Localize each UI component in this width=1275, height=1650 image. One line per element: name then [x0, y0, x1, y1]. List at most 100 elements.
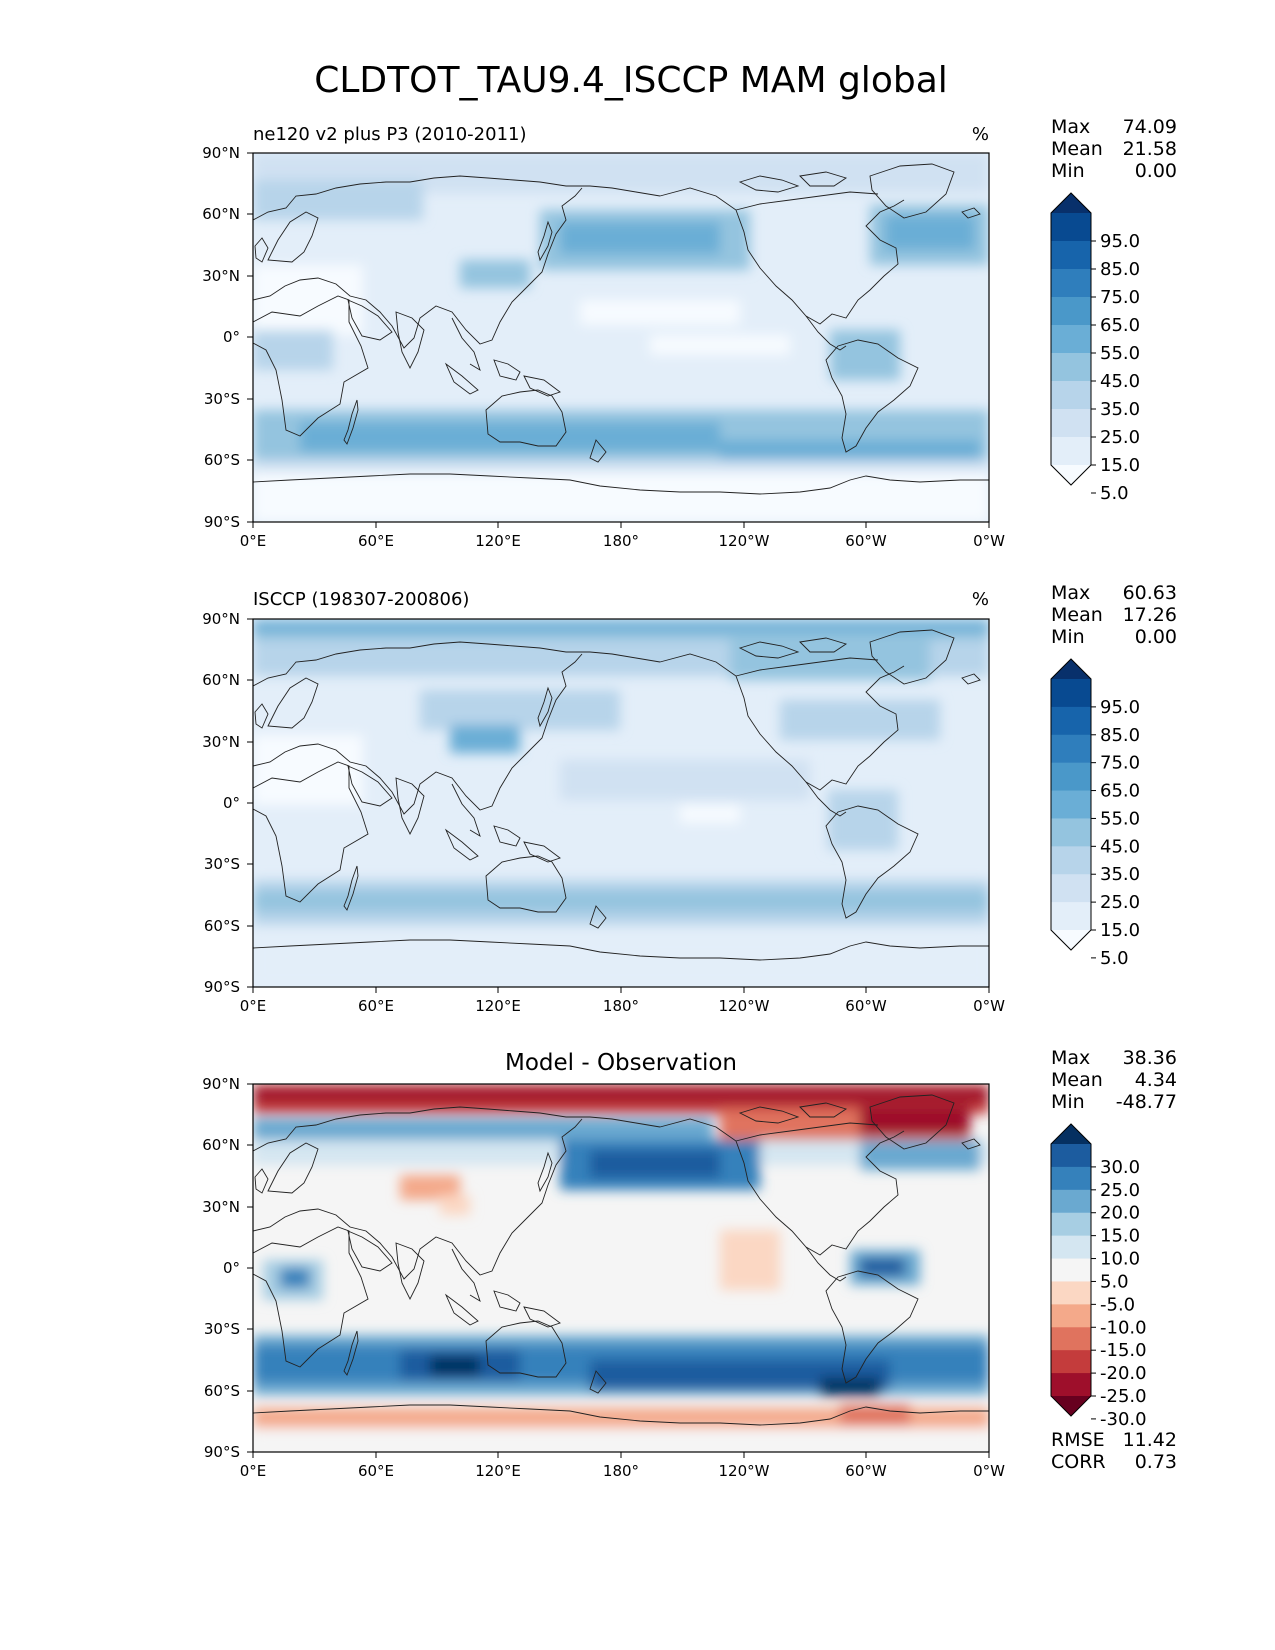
lat-axis: 90°N 60°N 30°N 0° 30°S 60°S 90°S	[202, 144, 253, 531]
lon-tick-label: 0°W	[973, 532, 1005, 550]
colorbar-swatch	[1051, 706, 1091, 736]
lat-tick-label: 30°N	[202, 1198, 240, 1216]
lon-axis: 0°E 60°E 120°E 180° 120°W 60°W 0°W	[240, 1452, 1005, 1480]
colorbar-tick-label: 95.0	[1100, 697, 1140, 718]
colorbar-swatch	[1051, 818, 1091, 847]
panel-model: ne120 v2 plus P3 (2010-2011) %	[202, 116, 1177, 550]
lat-axis: 90°N 60°N 30°N 0° 30°S 60°S 90°S	[202, 1075, 253, 1461]
colorbar-tick-label: 15.0	[1100, 920, 1140, 941]
colorbar-swatch	[1051, 790, 1091, 820]
metric-value: 11.42	[1123, 1429, 1177, 1451]
colorbar-tick-label: 85.0	[1100, 725, 1140, 746]
colorbar: 30.025.020.015.010.05.0-5.0-10.0-15.0-20…	[1050, 1123, 1147, 1430]
stat-value: 21.58	[1123, 138, 1177, 160]
lat-tick-label: 30°S	[204, 1320, 240, 1338]
colorbar-tick-label: -10.0	[1100, 1317, 1147, 1338]
colorbar-swatch	[1051, 269, 1091, 298]
lon-tick-label: 60°W	[845, 532, 887, 550]
panel-units: %	[972, 124, 989, 145]
panel-units: %	[972, 589, 989, 610]
colorbar-extend-bottom	[1051, 930, 1091, 950]
colorbar-tick-label: 5.0	[1100, 1271, 1129, 1292]
colorbar-swatch	[1051, 1166, 1091, 1191]
lat-tick-label: 90°S	[204, 1443, 240, 1461]
colorbar-tick-label: -5.0	[1100, 1294, 1135, 1315]
colorbar-tick-label: -15.0	[1100, 1340, 1147, 1361]
lat-tick-label: 30°N	[202, 267, 240, 285]
panel-left-title: ISCCP (198307-200806)	[253, 589, 469, 610]
colorbar: 95.0 85.0 75.0 65.0 55.0 45.0 35.0 25.0 15.0 5.0	[1050, 658, 1140, 969]
colorbar-tick-label: 85.0	[1100, 259, 1140, 280]
stat-label: Max	[1051, 1047, 1090, 1069]
lon-tick-label: 180°	[603, 1462, 639, 1480]
colorbar-swatch	[1051, 1350, 1091, 1374]
colorbar-tick-label: 30.0	[1100, 1157, 1140, 1178]
colorbar-extend-top	[1051, 1124, 1091, 1144]
stats-block: Max 74.09 Mean 21.58 Min 0.00	[1051, 116, 1177, 182]
colorbar-swatch	[1051, 213, 1091, 242]
colorbar-swatch	[1051, 297, 1091, 326]
colorbar-swatch	[1051, 734, 1091, 764]
colorbar-swatch	[1051, 846, 1091, 875]
colorbar-tick-label: 75.0	[1100, 287, 1140, 308]
lon-tick-label: 180°	[603, 997, 639, 1015]
lon-tick-label: 60°W	[845, 997, 887, 1015]
colorbar-tick-label: -25.0	[1100, 1386, 1147, 1407]
colorbar-swatch	[1051, 325, 1091, 354]
lat-tick-label: 90°N	[202, 144, 240, 162]
stat-label: Mean	[1051, 1069, 1103, 1091]
stat-label: Max	[1051, 582, 1090, 604]
lon-tick-label: 120°W	[719, 532, 770, 550]
lon-tick-label: 0°E	[240, 532, 267, 550]
colorbar-swatch	[1051, 1212, 1091, 1237]
colorbar-swatch	[1051, 381, 1091, 410]
colorbar-swatch	[1051, 241, 1091, 270]
colorbar-swatch	[1051, 902, 1091, 931]
lat-tick-label: 90°N	[202, 1075, 240, 1093]
panel-left-title: ne120 v2 plus P3 (2010-2011)	[253, 124, 527, 145]
panel-diff: Model - Observation	[202, 1047, 1177, 1480]
lat-tick-label: 60°N	[202, 671, 240, 689]
lon-tick-label: 0°W	[973, 997, 1005, 1015]
colorbar-tick-label: 20.0	[1100, 1203, 1140, 1224]
colorbar-tick-label: 5.0	[1100, 483, 1129, 504]
metrics-block: RMSE 11.42 CORR 0.73	[1051, 1429, 1177, 1473]
metric-label: CORR	[1051, 1451, 1106, 1473]
lat-tick-label: 30°N	[202, 733, 240, 751]
figure-title: CLDTOT_TAU9.4_ISCCP MAM global	[314, 60, 948, 101]
colorbar-extend-bottom	[1051, 465, 1091, 485]
colorbar-tick-label: 55.0	[1100, 808, 1140, 829]
colorbar-swatch	[1051, 437, 1091, 466]
lat-tick-label: 90°S	[204, 978, 240, 996]
panel-obs: ISCCP (198307-200806) %	[202, 582, 1177, 1015]
map-diff	[253, 1084, 989, 1452]
lon-tick-label: 120°E	[475, 532, 521, 550]
lon-tick-label: 0°E	[240, 1462, 267, 1480]
colorbar-tick-label: 25.0	[1100, 892, 1140, 913]
stats-block: Max 60.63 Mean 17.26 Min 0.00	[1051, 582, 1177, 648]
lon-tick-label: 120°W	[719, 997, 770, 1015]
colorbar-swatch	[1051, 1327, 1091, 1351]
stat-label: Min	[1051, 1091, 1085, 1113]
colorbar-tick-label: 35.0	[1100, 864, 1140, 885]
lat-tick-label: 60°S	[204, 1382, 240, 1400]
stat-value: 74.09	[1123, 116, 1177, 138]
colorbar-extend-top	[1051, 193, 1091, 213]
lat-tick-label: 0°	[223, 794, 240, 812]
lon-tick-label: 0°W	[973, 1462, 1005, 1480]
lon-tick-label: 120°E	[475, 997, 521, 1015]
colorbar-swatch	[1051, 1144, 1091, 1168]
colorbar-tick-label: 45.0	[1100, 836, 1140, 857]
stat-label: Min	[1051, 626, 1085, 648]
lon-tick-label: 0°E	[240, 997, 267, 1015]
lat-tick-label: 60°S	[204, 917, 240, 935]
stat-value: 4.34	[1135, 1069, 1177, 1091]
colorbar-tick-label: 10.0	[1100, 1249, 1140, 1270]
stat-label: Mean	[1051, 604, 1103, 626]
colorbar-tick-label: 95.0	[1100, 231, 1140, 252]
colorbar-tick-label: 55.0	[1100, 343, 1140, 364]
lon-tick-label: 180°	[603, 532, 639, 550]
metric-value: 0.73	[1135, 1451, 1177, 1473]
lat-tick-label: 0°	[223, 328, 240, 346]
